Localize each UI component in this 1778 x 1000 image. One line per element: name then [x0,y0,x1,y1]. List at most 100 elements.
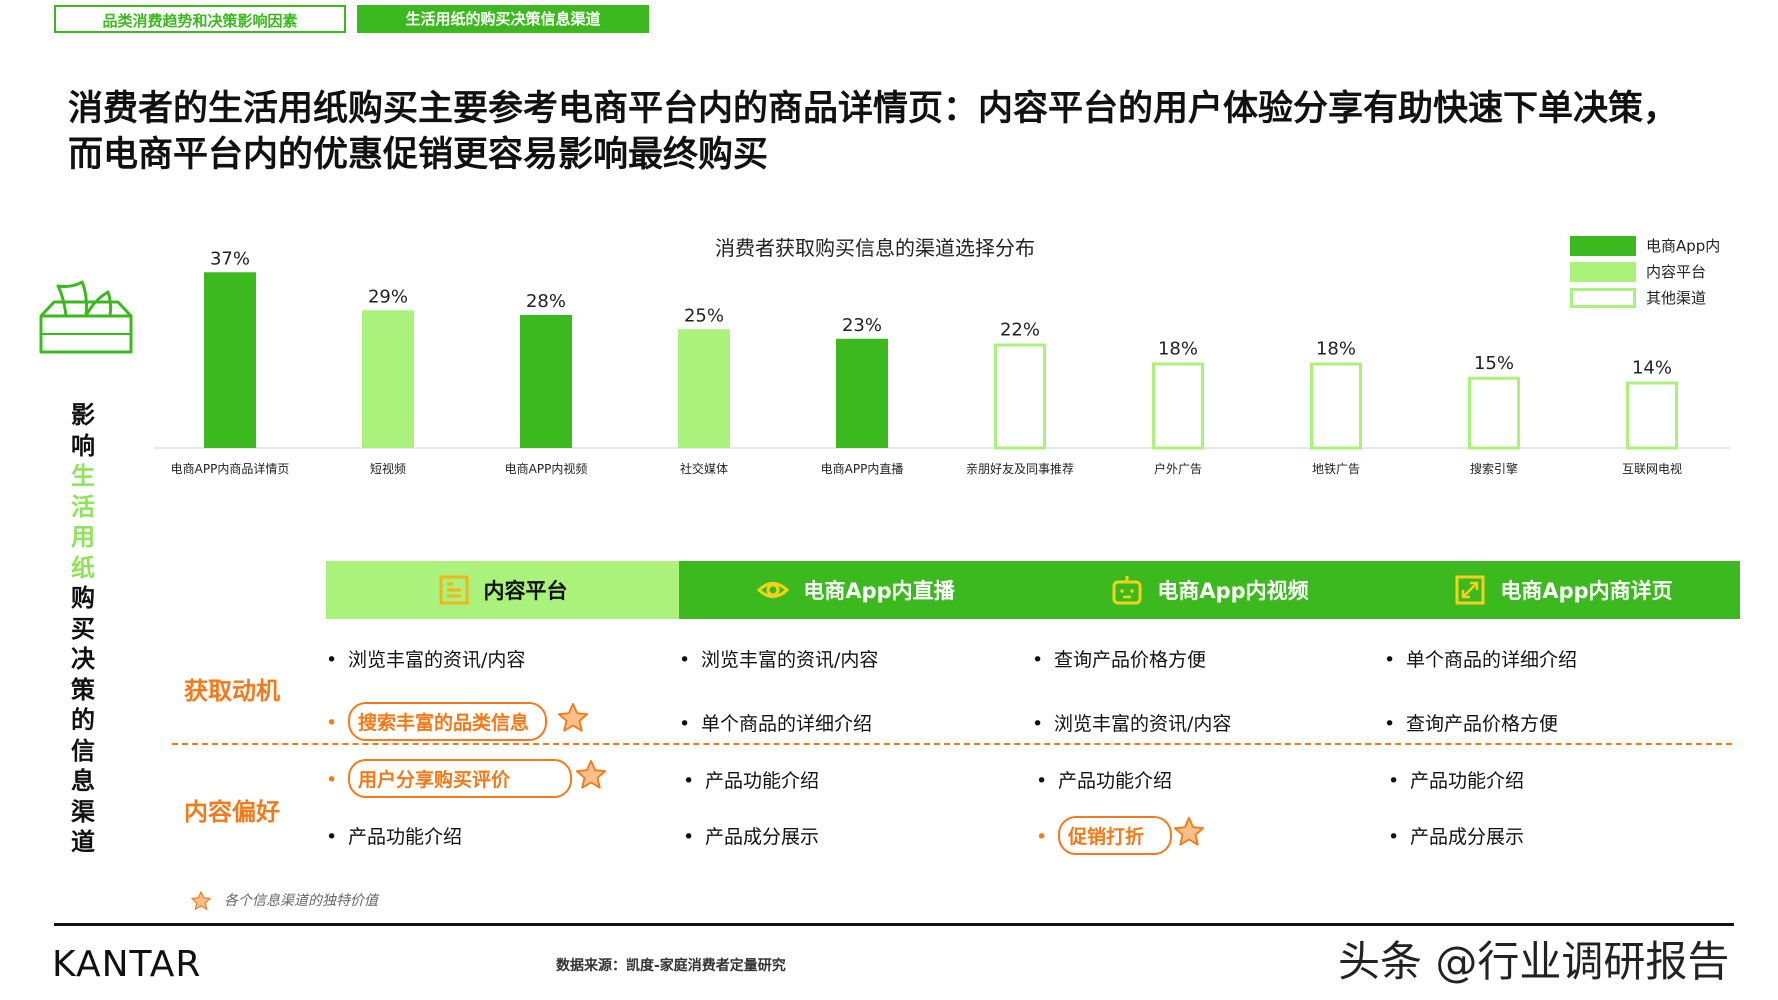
side-title-char: 道 [71,828,95,856]
side-title-char: 决 [71,645,95,673]
data-label: 28% [526,291,566,312]
side-title-char: 渠 [71,797,95,826]
side-title: 影响 生活用纸 购买决策的信息渠道 [68,400,98,858]
data-label: 22% [1000,320,1040,341]
eye-icon [757,582,790,598]
data-label: 25% [684,305,724,326]
table-cell: • 产品成分展示 [683,826,820,848]
row-separator [172,743,1732,745]
brand-logo: KANTAR [52,944,202,985]
table-cell: • 浏览丰富的资讯/内容 [1032,713,1232,735]
article-icon [439,575,468,605]
bar-3 [520,315,572,448]
row-label-preference: 内容偏好 [184,798,280,826]
bar-9 [1468,376,1520,450]
category-label: 短视频 [370,461,406,476]
table-cell: • 产品功能介绍 [326,826,463,848]
legend-label-other: 其他渠道 [1646,289,1707,307]
category-label: 亲朋好友及同事推荐 [966,462,1074,476]
side-title-char: 的 [71,706,95,734]
highlight-pill: 促销打折 [1058,816,1173,855]
star-icon [575,759,607,789]
legend-swatch-content [1570,262,1636,282]
data-label: 18% [1316,339,1356,360]
legend-label-ecommerce: 电商App内 [1646,237,1721,255]
table-cell: • 产品成分展示 [1388,826,1525,848]
star-icon [1173,816,1205,846]
data-label: 18% [1158,339,1198,360]
side-title-char: 纸 [71,553,95,582]
data-label: 29% [368,286,408,307]
data-source: 数据来源：凯度-家庭消费者定量研究 [556,958,786,974]
bar-chart: 37% 电商APP内商品详情页 29% 短视频 28% 电商APP内视频 25% 社交媒体 23… [154,248,1730,476]
data-label: 15% [1474,353,1514,374]
side-title-char: 策 [71,675,95,704]
side-title-char: 买 [71,614,95,643]
column-header-livestream: 电商App内直播 [679,561,1033,619]
table-cell: • 产品功能介绍 [1388,770,1525,792]
category-label: 互联网电视 [1622,461,1682,476]
tissue-box-icon [39,280,133,354]
data-label: 14% [1632,358,1672,379]
chart-title: 消费者获取购买信息的渠道选择分布 [715,236,1035,260]
table-cell: • 查询产品价格方便 [1384,713,1559,735]
data-label: 23% [842,315,882,336]
expand-icon [1455,575,1485,605]
column-header-content-platform: 内容平台 [326,561,679,619]
bar-1 [204,272,256,448]
side-title-char: 活 [71,492,95,521]
table-cell: • 查询产品价格方便 [1032,649,1207,671]
category-label: 社交媒体 [680,461,728,476]
row-label-motivation: 获取动机 [184,677,280,705]
bar-6 [994,343,1046,450]
table-cell-highlight: • 用户分享购买评价 [326,759,573,798]
side-title-char: 息 [71,767,95,795]
column-label: 电商App内直播 [803,579,955,603]
column-label: 内容平台 [483,579,568,603]
footer-divider [54,923,1734,926]
table-cell-highlight: • 促销打折 [1036,816,1173,855]
legend-label-content: 内容平台 [1646,263,1707,281]
video-face-icon [1112,576,1142,605]
legend-swatch-other [1570,288,1636,308]
star-icon [557,702,589,732]
table-cell-highlight: • 搜索丰富的品类信息 [326,702,548,741]
category-label: 电商APP内直播 [821,461,904,476]
side-title-char: 影 [71,401,95,429]
star-icon [191,891,211,910]
watermark: 头条 @行业调研报告 [1338,937,1730,986]
column-header-video: 电商App内视频 [1033,561,1387,619]
side-title-char: 信 [71,736,95,765]
legend-swatch-ecommerce [1570,236,1636,256]
category-label: 地铁广告 [1312,462,1360,476]
tab-purchase-channels[interactable]: 生活用纸的购买决策信息渠道 [357,5,649,33]
bar-10 [1626,381,1678,450]
category-label: 电商APP内视频 [505,461,588,476]
bar-8 [1310,362,1362,450]
category-label: 电商APP内商品详情页 [171,461,290,476]
tab-category-trends[interactable]: 品类消费趋势和决策影响因素 [54,5,346,33]
table-cell: • 产品功能介绍 [1036,770,1173,792]
page-title: 消费者的生活用纸购买主要参考电商平台内的商品详情页：内容平台的用户体验分享有助快… [68,89,1679,175]
side-title-char: 生 [71,462,95,490]
column-header-product-detail: 电商App内商详页 [1387,561,1740,619]
column-label: 电商App内视频 [1157,579,1309,603]
highlight-pill: 用户分享购买评价 [348,759,573,798]
bar-4 [678,329,730,448]
table-cell: • 产品功能介绍 [683,770,820,792]
category-label: 户外广告 [1154,461,1202,476]
bar-2 [362,310,414,448]
table-cell: • 浏览丰富的资讯/内容 [326,649,526,671]
side-title-char: 响 [71,431,95,460]
footnote: 各个信息渠道的独特价值 [224,893,378,909]
bar-5 [836,338,888,448]
table-cell: • 单个商品的详细介绍 [1384,649,1578,671]
data-label: 37% [210,248,250,269]
bar-7 [1152,362,1204,450]
highlight-pill: 搜索丰富的品类信息 [348,702,548,741]
side-title-char: 用 [71,523,95,551]
category-label: 搜索引擎 [1470,461,1518,476]
side-title-char: 购 [71,584,95,612]
table-cell: • 浏览丰富的资讯/内容 [679,649,879,671]
column-label: 电商App内商详页 [1500,579,1673,603]
